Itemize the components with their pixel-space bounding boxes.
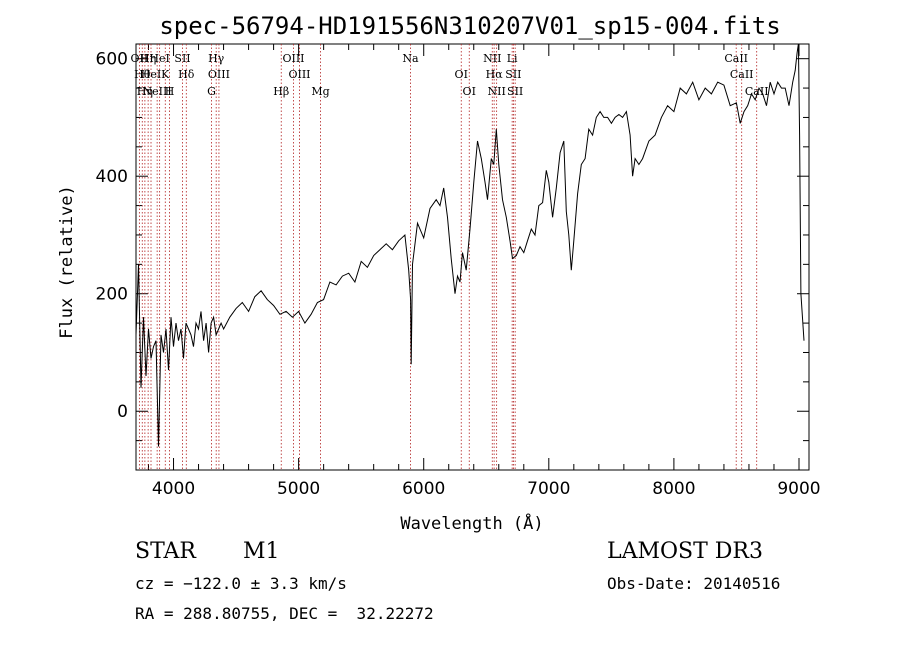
spectrum-series-line [135,43,805,447]
y-tick-label: 0 [117,402,128,422]
observation-date: Obs-Date: 20140516 [607,574,781,593]
spectral-line-label: OI [455,68,468,81]
y-axis-label: Flux (relative) [57,185,77,339]
radial-velocity: cz = −122.0 ± 3.3 km/s [135,574,347,593]
spectral-line-labels: OIIHθHηHηHeINeIIIHeIKHSIIHδGHγOIIIHβOIII… [131,52,769,98]
y-tick-label: 200 [96,285,128,305]
x-tick-label: 4000 [152,479,195,499]
spectral-line-label: Hγ [208,52,225,65]
spectral-line-label: Hη [137,85,153,98]
survey-name: LAMOST DR3 [607,539,763,564]
coordinates: RA = 288.80755, DEC = 32.22272 [135,604,434,623]
spectral-line-label: H [165,85,175,98]
spectral-line-label: OII [131,52,149,65]
spectrum-chart: spec-56794-HD191556N310207V01_sp15-004.f… [57,12,821,534]
x-tick-label: 6000 [402,479,445,499]
spectral-line-label: OI [463,85,476,98]
spectral-line-label: SII [174,52,190,65]
spectral-line-label: SII [507,85,523,98]
spectral-line-label: Hθ [134,68,151,81]
y-tick-label: 600 [96,50,128,70]
spectral-line-label: NII [483,52,501,65]
spectral-line-label: HeI [149,52,169,65]
spectral-line-label: Hβ [273,85,289,98]
spectral-line-label: CaII [730,68,754,81]
spectral-line-label: G [207,85,216,98]
spectral-line-label: SII [505,68,521,81]
spectral-line-label: Li [507,52,518,65]
object-class: STAR [135,539,196,564]
spectral-line-label: OIII [288,68,310,81]
plot-frame [135,43,810,471]
spectral-line-label: Na [402,52,419,65]
spectral-line-label: HeI [141,68,161,81]
spectral-line-markers [138,44,758,470]
spectral-line-label: CaII [724,52,748,65]
spectral-line-label: OIII [282,52,304,65]
x-tick-label: 9000 [777,479,820,499]
axis-ticks: 0 200 400 600 4000 5000 6000 7000 8000 9000 [96,44,821,499]
spectral-line-label: NII [487,85,505,98]
spectral-line-label: K [161,68,170,81]
y-tick-label: 400 [96,167,128,187]
x-tick-label: 7000 [527,479,570,499]
x-tick-label: 5000 [277,479,320,499]
object-subclass: M1 [243,539,280,564]
spectral-line-label: OIII [208,68,230,81]
spectral-line-label: Hη [140,52,156,65]
spectral-line-label: Hδ [178,68,195,81]
spectral-line-label: NeIII [143,85,172,98]
x-axis-label: Wavelength (Å) [400,512,543,534]
spectral-line-label: Hα [486,68,504,81]
chart-title: spec-56794-HD191556N310207V01_sp15-004.f… [159,12,780,40]
spectral-line-label: Mg [311,85,329,98]
x-tick-label: 8000 [652,479,695,499]
